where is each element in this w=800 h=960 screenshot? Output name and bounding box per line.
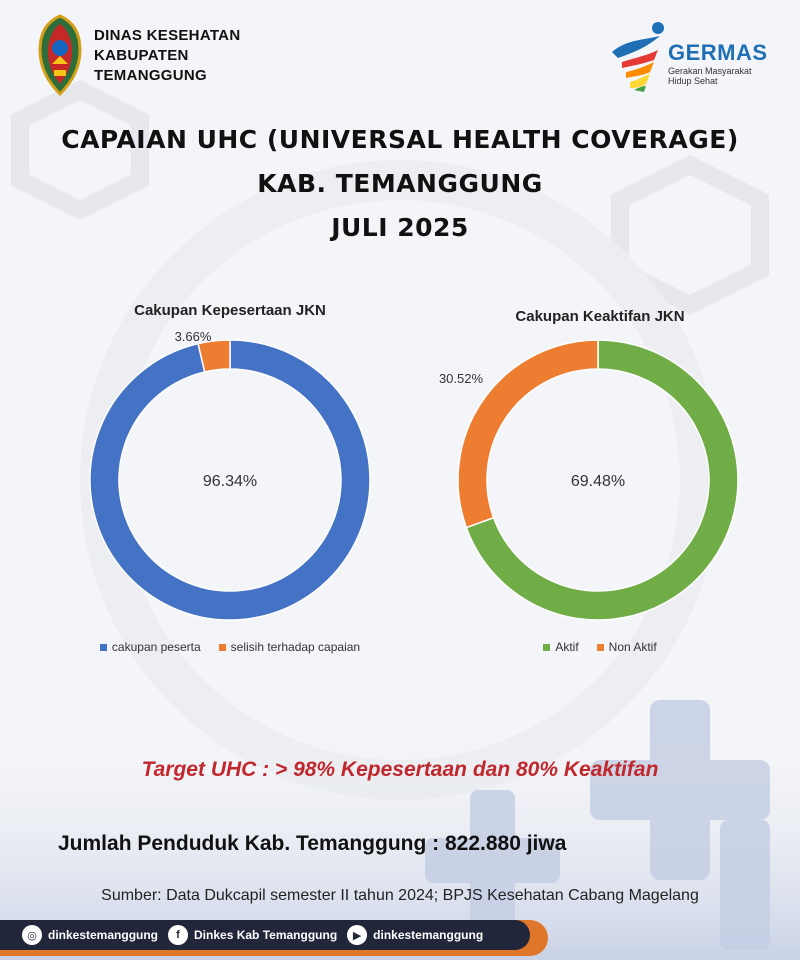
legend-swatch <box>99 643 107 651</box>
source-text: Sumber: Data Dukcapil semester II tahun … <box>101 887 699 904</box>
legend-label: cakupan peserta <box>111 640 201 654</box>
social-youtube[interactable]: ▶ dinkestemanggung <box>347 925 483 945</box>
legend-swatch <box>596 643 604 651</box>
social-instagram[interactable]: ◎ dinkestemanggung <box>22 925 158 945</box>
data-label: 96.34% <box>203 473 257 490</box>
title-line-2: KAB. TEMANGGUNG <box>257 169 543 198</box>
chart-title: Cakupan Keaktifan JKN <box>515 308 685 325</box>
chart-kepesertaan: Cakupan Kepesertaan JKN 96.34% 3.66% caku… <box>40 290 420 670</box>
data-label: 3.66% <box>175 329 212 344</box>
germas-tagline-1: Gerakan Masyarakat <box>668 66 752 76</box>
data-label: 69.48% <box>571 473 625 490</box>
legend-item-non-aktif: Non Aktif <box>596 640 657 654</box>
chart-keaktifan: Cakupan Keaktifan JKN 69.48% 30.52% Aktif… <box>410 290 790 670</box>
legend-item-selisih: selisih terhadap capaian <box>218 640 361 654</box>
legend-item-aktif: Aktif <box>543 640 579 654</box>
legend-label: Non Aktif <box>608 640 657 654</box>
germas-tagline-2: Hidup Sehat <box>668 76 718 86</box>
donut-slice-aktif <box>465 339 739 621</box>
youtube-icon: ▶ <box>347 925 368 945</box>
germas-name: GERMAS <box>668 40 768 65</box>
legend-swatch <box>218 643 226 651</box>
title-line-3: JULI 2025 <box>331 213 469 242</box>
donut-chart: 69.48% 30.52% <box>439 339 739 621</box>
donut-slice-cakupan-peserta <box>89 339 371 621</box>
footer-social-links: ◎ dinkestemanggung f Dinkes Kab Temanggu… <box>0 920 530 950</box>
organization-name: DINAS KESEHATAN KABUPATEN TEMANGGUNG <box>94 26 240 86</box>
legend-label: Aktif <box>555 640 579 654</box>
chart-legend: Aktif Non Aktif <box>410 640 790 654</box>
germas-tagline: Gerakan Masyarakat Hidup Sehat <box>668 66 752 86</box>
page-title: CAPAIAN UHC (UNIVERSAL HEALTH COVERAGE) … <box>0 118 800 250</box>
social-label: dinkestemanggung <box>48 928 159 942</box>
social-label: dinkestemanggung <box>373 928 484 942</box>
population-text: Jumlah Penduduk Kab. Temanggung : 822.88… <box>58 832 567 855</box>
donut-chart: 96.34% 3.66% <box>89 329 371 621</box>
legend-label: selisih terhadap capaian <box>230 640 361 654</box>
legend-item-cakupan-peserta: cakupan peserta <box>99 640 201 654</box>
social-label: Dinkes Kab Temanggung <box>194 928 338 942</box>
legend-swatch <box>543 643 551 651</box>
social-facebook[interactable]: f Dinkes Kab Temanggung <box>168 925 337 945</box>
chart-legend: cakupan peserta selisih terhadap capaian <box>40 640 420 654</box>
uhc-target-text: Target UHC : > 98% Kepesertaan dan 80% K… <box>141 758 659 781</box>
donut-slice-non-aktif <box>457 339 599 529</box>
data-label: 30.52% <box>439 371 484 386</box>
germas-logo-icon <box>612 22 664 92</box>
chart-title: Cakupan Kepesertaan JKN <box>134 302 326 319</box>
donut-slice-selisih-terhadap-capaian <box>197 339 231 373</box>
instagram-icon: ◎ <box>22 925 42 945</box>
org-line-2: KABUPATEN <box>94 47 189 64</box>
org-line-1: DINAS KESEHATAN <box>94 27 241 44</box>
org-line-3: TEMANGGUNG <box>94 67 207 84</box>
footer-social-bar: ◎ dinkestemanggung f Dinkes Kab Temanggu… <box>0 920 548 956</box>
temanggung-emblem-logo <box>38 14 82 96</box>
facebook-icon: f <box>168 925 189 945</box>
title-line-1: CAPAIAN UHC (UNIVERSAL HEALTH COVERAGE) <box>61 125 739 154</box>
